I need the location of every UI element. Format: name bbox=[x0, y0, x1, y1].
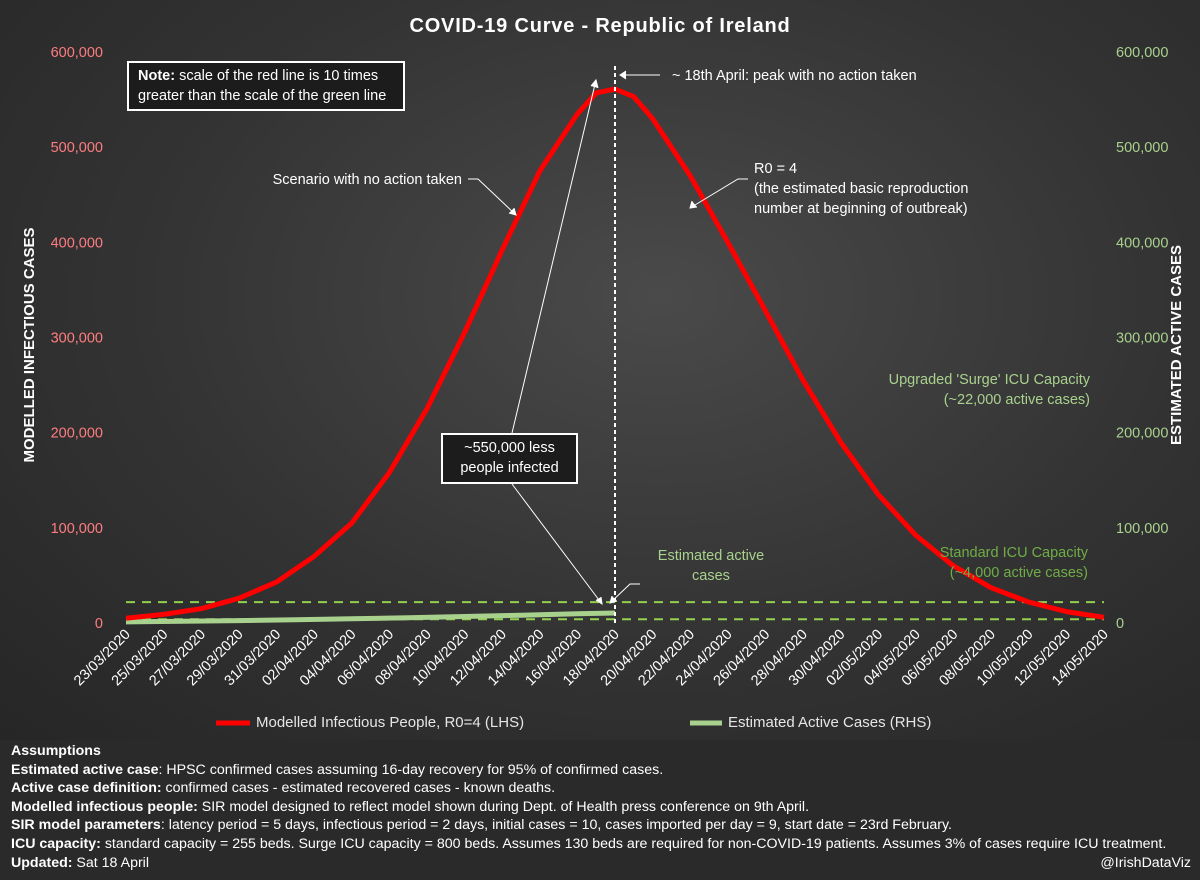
y-ticks-right: 0 100,000 200,000 300,000 400,000 500,000 600,… bbox=[1116, 45, 1168, 632]
less-arrow-up-head bbox=[590, 78, 599, 89]
y-tick-left: 100,000 bbox=[51, 521, 103, 537]
chart-title: COVID-19 Curve - Republic of Ireland bbox=[409, 15, 790, 37]
annotation-arrows bbox=[468, 70, 748, 606]
legend-label-red: Modelled Infectious People, R0=4 (LHS) bbox=[256, 714, 525, 731]
assumption-row: Updated: Sat 18 April @IrishDataViz bbox=[11, 854, 1191, 873]
assumption-text: : latency period = 5 days, infectious pe… bbox=[160, 817, 952, 834]
r0-arrow bbox=[689, 178, 748, 209]
assumption-row: Active case definition: confirmed cases … bbox=[11, 779, 1191, 798]
assumption-row: ICU capacity: standard capacity = 255 be… bbox=[11, 835, 1191, 854]
assumption-text: standard capacity = 255 beds. Surge ICU … bbox=[100, 835, 1167, 852]
reference-lines bbox=[126, 601, 1104, 621]
active-annotation-line1: Estimated active bbox=[658, 548, 764, 564]
assumption-text: : HPSC confirmed cases assuming 16-day r… bbox=[158, 761, 664, 778]
y-tick-left: 0 bbox=[95, 616, 103, 632]
y-tick-right: 600,000 bbox=[1116, 45, 1168, 61]
y-tick-right: 500,000 bbox=[1116, 140, 1168, 156]
scale-note-box: Note: scale of the red line is 10 times … bbox=[127, 61, 405, 111]
assumption-label: Estimated active case bbox=[11, 761, 159, 778]
x-ticks: 23/03/202025/03/202027/03/202029/03/2020… bbox=[71, 627, 1112, 690]
credit-handle: @IrishDataViz bbox=[1100, 854, 1191, 871]
standard-icu-label: Standard ICU Capacity bbox=[940, 545, 1089, 561]
r0-annotation-line1: R0 = 4 bbox=[754, 161, 797, 177]
assumption-row: Estimated active case: HPSC confirmed ca… bbox=[11, 761, 1191, 780]
peak-arrow-head bbox=[619, 70, 627, 80]
assumptions-panel: Assumptions Estimated active case: HPSC … bbox=[11, 742, 1191, 872]
scenario-annotation: Scenario with no action taken bbox=[273, 172, 462, 188]
y-tick-left: 600,000 bbox=[51, 45, 103, 61]
y-tick-left: 500,000 bbox=[51, 140, 103, 156]
active-arrow bbox=[609, 583, 640, 604]
y-tick-left: 200,000 bbox=[51, 426, 103, 442]
less-arrow-down-head bbox=[595, 596, 603, 606]
y-axis-left-label: MODELLED INFECTIOUS CASES bbox=[21, 227, 38, 462]
legend-label-green: Estimated Active Cases (RHS) bbox=[728, 714, 932, 731]
y-axis-right-label: ESTIMATED ACTIVE CASES bbox=[1168, 245, 1185, 445]
r0-annotation-line3: number at beginning of outbreak) bbox=[754, 201, 968, 217]
assumption-label: Active case definition: bbox=[11, 780, 162, 797]
assumption-label: SIR model parameters bbox=[11, 817, 161, 834]
y-tick-right: 0 bbox=[1116, 616, 1124, 632]
chart-svg: COVID-19 Curve - Republic of Ireland MOD… bbox=[21, 15, 1185, 726]
y-tick-right: 200,000 bbox=[1116, 426, 1168, 442]
scale-note-bold: Note: bbox=[138, 68, 176, 84]
y-tick-right: 400,000 bbox=[1116, 235, 1168, 251]
assumption-label: Updated: bbox=[11, 854, 73, 871]
surge-icu-sublabel: (~22,000 active cases) bbox=[944, 392, 1090, 408]
y-tick-right: 100,000 bbox=[1116, 521, 1168, 537]
assumptions-heading: Assumptions bbox=[11, 743, 101, 759]
assumption-row: Modelled infectious people: SIR model de… bbox=[11, 798, 1191, 817]
assumption-label: Modelled infectious people: bbox=[11, 798, 198, 815]
less-infected-line2: people infected bbox=[460, 460, 559, 476]
scale-note-line1: scale of the red line is 10 times bbox=[175, 68, 379, 84]
standard-icu-sublabel: (~4,000 active cases) bbox=[950, 565, 1088, 581]
assumption-text: SIR model designed to reflect model show… bbox=[197, 798, 810, 815]
y-ticks-left: 0 100,000 200,000 300,000 400,000 500,000 600,… bbox=[51, 45, 103, 632]
active-arrow-head bbox=[609, 595, 618, 604]
chart-area: COVID-19 Curve - Republic of Ireland MOD… bbox=[0, 0, 1200, 740]
y-tick-left: 400,000 bbox=[51, 235, 103, 251]
peak-annotation: ~ 18th April: peak with no action taken bbox=[672, 68, 917, 84]
less-arrow-down bbox=[511, 483, 603, 605]
less-arrow-up bbox=[511, 79, 597, 434]
y-tick-right: 300,000 bbox=[1116, 331, 1168, 347]
r0-arrow-head bbox=[689, 200, 698, 209]
y-tick-left: 300,000 bbox=[51, 331, 103, 347]
scenario-arrow-head bbox=[508, 207, 517, 216]
r0-annotation-line2: (the estimated basic reproduction bbox=[754, 181, 968, 197]
assumption-label: ICU capacity: bbox=[11, 835, 101, 852]
surge-icu-label: Upgraded 'Surge' ICU Capacity bbox=[889, 372, 1091, 388]
series-estimated-active-cases bbox=[125, 610, 616, 625]
active-annotation-line2: cases bbox=[692, 568, 730, 584]
assumption-text: confirmed cases - estimated recovered ca… bbox=[161, 780, 556, 797]
scenario-arrow bbox=[468, 178, 517, 216]
scale-note-line2: greater than the scale of the green line bbox=[138, 88, 387, 104]
assumption-text: Sat 18 April bbox=[72, 854, 149, 871]
assumption-row: SIR model parameters: latency period = 5… bbox=[11, 816, 1191, 835]
less-infected-line1: ~550,000 less bbox=[464, 440, 555, 456]
less-infected-box: ~550,000 less people infected bbox=[441, 433, 578, 484]
